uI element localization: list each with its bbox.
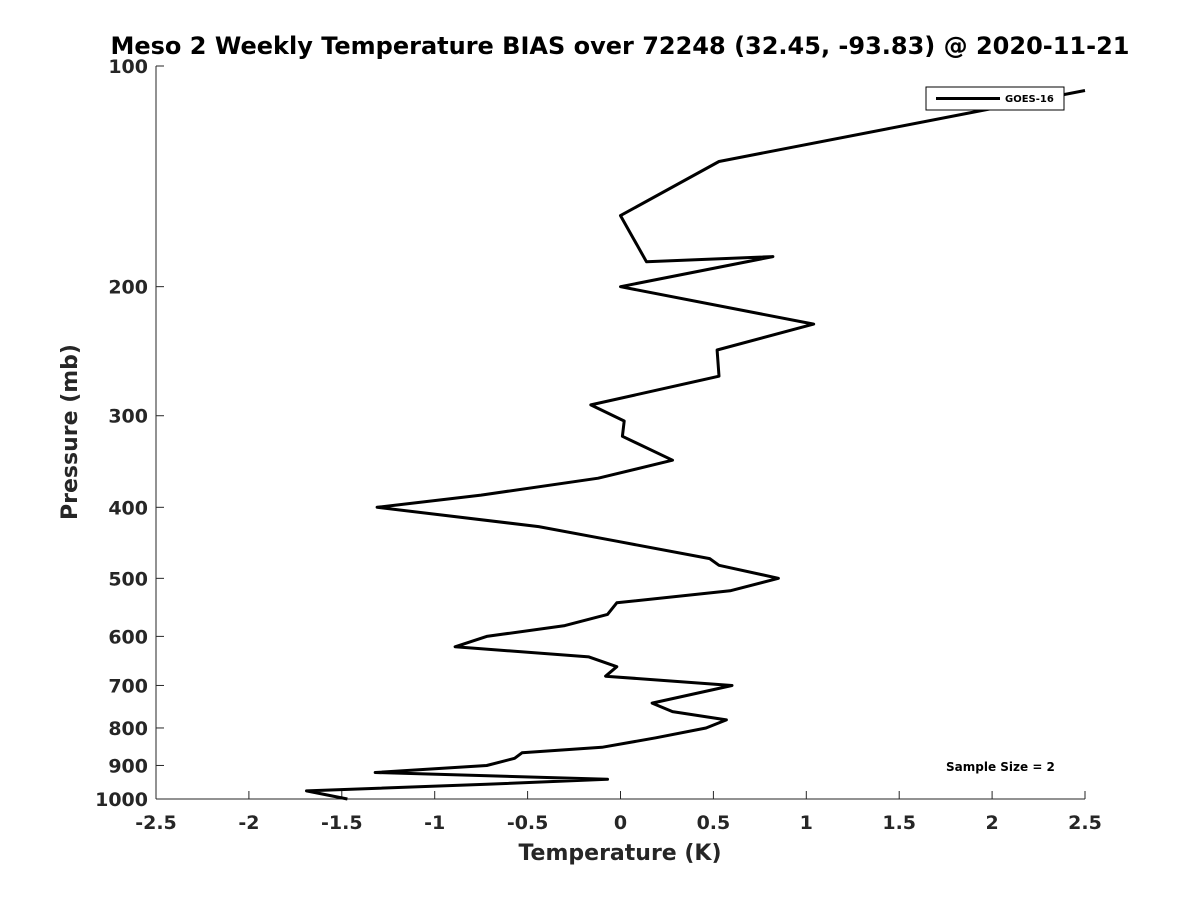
y-axis-label: Pressure (mb): [58, 344, 83, 520]
x-tick-label: -2: [238, 812, 259, 834]
x-tick-label: -2.5: [135, 812, 177, 834]
x-tick-label: 1: [800, 812, 813, 834]
series-lines: [305, 89, 1086, 801]
x-tick-label: -1: [424, 812, 445, 834]
y-tick-label: 100: [108, 56, 148, 78]
x-tick-label: -1.5: [321, 812, 363, 834]
y-tick-label: 200: [108, 277, 148, 299]
legend-label: GOES-16: [1005, 94, 1054, 105]
y-tick-label: 900: [108, 755, 148, 777]
chart-title: Meso 2 Weekly Temperature BIAS over 7224…: [110, 32, 1129, 60]
x-tick-label: 1.5: [882, 812, 916, 834]
sample-size-annotation: Sample Size = 2: [946, 760, 1055, 774]
y-tick-label: 600: [108, 626, 148, 648]
x-axis-label: Temperature (K): [518, 841, 721, 866]
y-tick-label: 1000: [95, 789, 148, 811]
y-axis-ticks: 100 200 300 400 500 600 700 800 900 1000: [95, 56, 164, 811]
y-tick-label: 400: [108, 497, 148, 519]
x-tick-label: 0.5: [697, 812, 731, 834]
y-tick-label: 500: [108, 568, 148, 590]
x-tick-label: -0.5: [507, 812, 549, 834]
legend: GOES-16: [925, 86, 1065, 111]
y-tick-label: 700: [108, 675, 148, 697]
x-tick-label: 2.5: [1068, 812, 1102, 834]
y-tick-label: 800: [108, 718, 148, 740]
x-tick-label: 0: [614, 812, 627, 834]
x-axis-ticks: -2.5 -2 -1.5 -1 -0.5 0 0.5 1 1.5 2 2.5: [135, 791, 1102, 834]
x-tick-label: 2: [985, 812, 998, 834]
y-tick-label: 300: [108, 406, 148, 428]
series-line-goes-16: [305, 89, 1086, 801]
